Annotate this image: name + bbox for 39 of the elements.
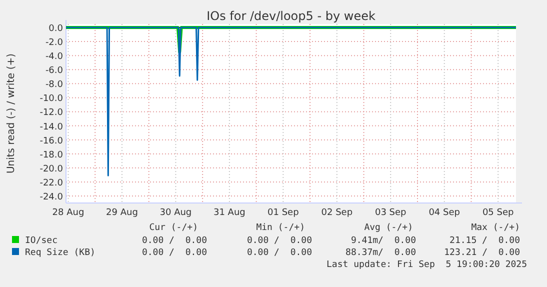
text: 0.00 / 0.00 xyxy=(142,248,207,258)
x-tick-label: 04 Sep xyxy=(428,208,460,218)
y-tick-label: -10.0 xyxy=(40,94,64,104)
legend-label: Req Size (KB) xyxy=(25,248,96,258)
text: 21.15 / 0.00 xyxy=(450,236,520,246)
y-tick-label: -8.0 xyxy=(45,80,64,90)
x-tick-label: 02 Sep xyxy=(321,208,353,218)
x-tick-label: 30 Aug xyxy=(160,208,192,218)
y-tick-label: -4.0 xyxy=(45,52,64,62)
text: 0.00 / 0.00 xyxy=(246,236,312,246)
y-tick-label: -14.0 xyxy=(40,122,64,132)
text: Cur (-/+) xyxy=(149,223,198,233)
legend-label: IO/sec xyxy=(25,236,58,246)
y-tick-label: -18.0 xyxy=(40,150,64,160)
x-tick-label: 01 Sep xyxy=(268,208,300,218)
text: Last update: Fri Sep 5 19:00:20 2025 xyxy=(326,260,527,270)
x-tick-label: 03 Sep xyxy=(374,208,407,218)
y-tick-label: 0.0 xyxy=(48,24,64,34)
y-tick-label: -22.0 xyxy=(40,178,64,188)
text: 88.37m/ 0.00 xyxy=(346,248,416,258)
text: 9.41m/ 0.00 xyxy=(350,236,416,246)
x-tick-label: 29 Aug xyxy=(106,208,138,218)
text: 0.00 / 0.00 xyxy=(246,248,312,258)
x-tick-label: 28 Aug xyxy=(52,208,84,218)
chart-title: IOs for /dev/loop5 - by week xyxy=(206,9,376,23)
y-tick-label: -20.0 xyxy=(40,164,64,174)
x-tick-label: 05 Sep xyxy=(482,208,514,218)
text: 123.21 / 0.00 xyxy=(444,248,520,258)
y-tick-label: -6.0 xyxy=(45,66,64,76)
y-axis-title: Units read (-) / write (+) xyxy=(6,53,17,174)
y-tick-label: -2.0 xyxy=(45,38,64,48)
y-tick-label: -12.0 xyxy=(40,108,64,118)
x-tick-label: 31 Aug xyxy=(213,208,246,218)
text: 0.00 / 0.00 xyxy=(142,236,207,246)
text: Avg (-/+) xyxy=(364,223,413,233)
y-tick-label: -16.0 xyxy=(40,136,64,146)
text: Min (-/+) xyxy=(256,223,305,233)
y-tick-label: -24.0 xyxy=(40,192,64,202)
text: Max (-/+) xyxy=(471,223,520,233)
